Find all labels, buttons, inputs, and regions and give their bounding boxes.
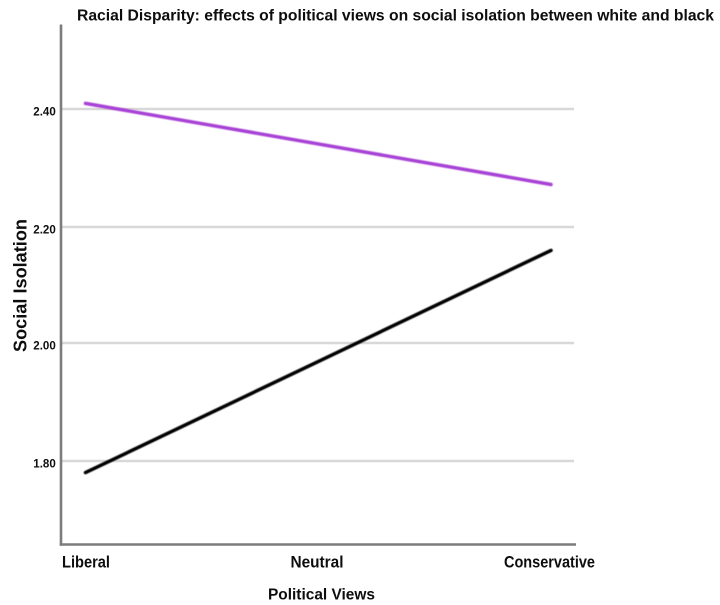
svg-text:2.00: 2.00 bbox=[33, 339, 56, 353]
svg-text:Neutral: Neutral bbox=[291, 553, 344, 572]
svg-text:Political Views: Political Views bbox=[268, 587, 375, 604]
svg-text:Conservative: Conservative bbox=[504, 553, 595, 572]
svg-text:1.80: 1.80 bbox=[33, 457, 56, 471]
svg-text:2.40: 2.40 bbox=[33, 105, 56, 119]
svg-text:Liberal: Liberal bbox=[62, 553, 110, 572]
svg-text:Social Isolation: Social Isolation bbox=[11, 219, 31, 352]
svg-text:2.20: 2.20 bbox=[33, 223, 56, 237]
svg-text:Racial Disparity: effects of p: Racial Disparity: effects of political v… bbox=[77, 8, 714, 25]
